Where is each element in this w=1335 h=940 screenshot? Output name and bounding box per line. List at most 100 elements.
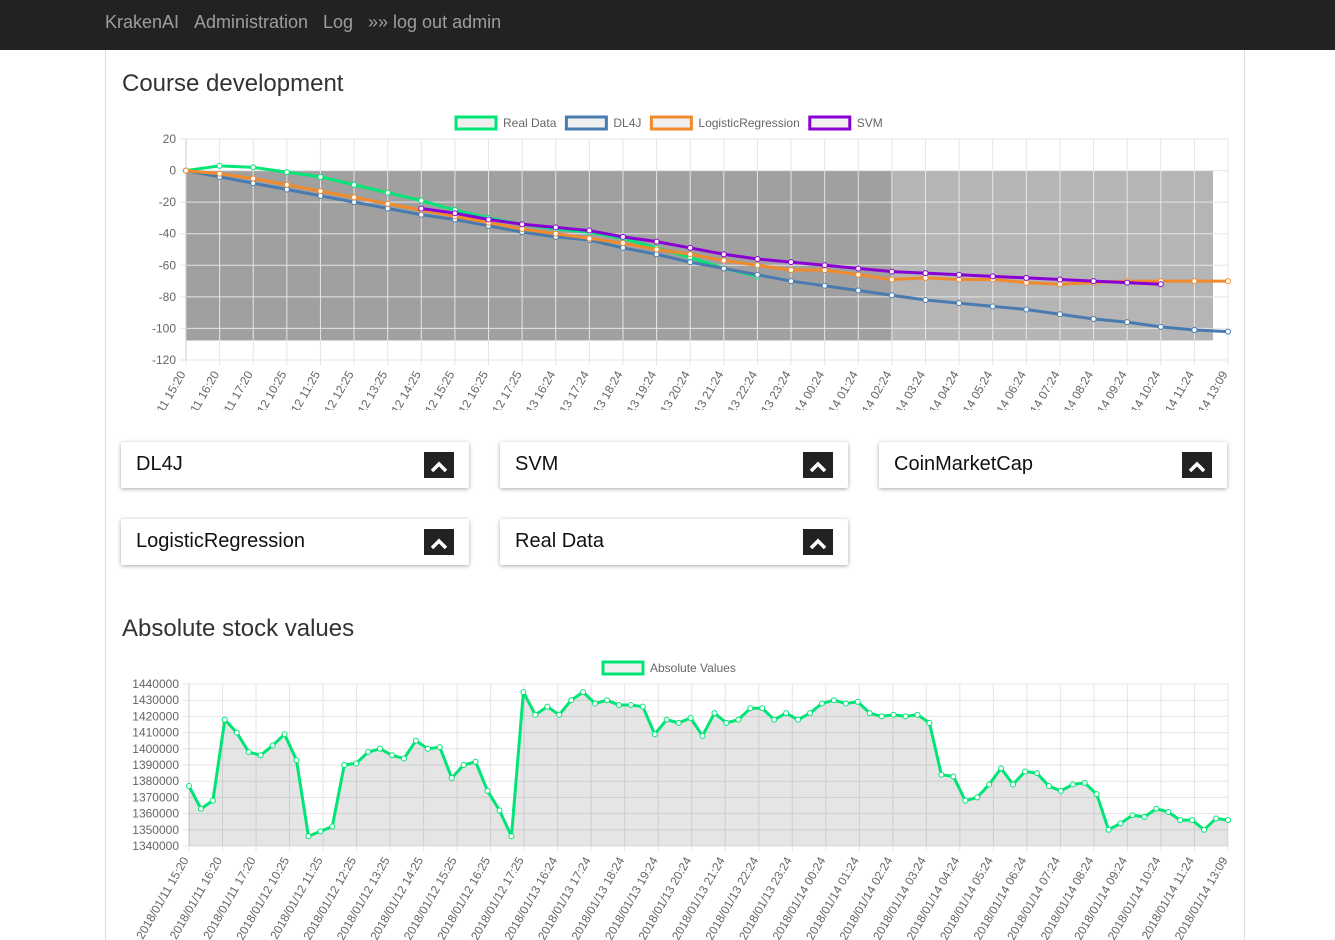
y-tick-label: 1400000 — [132, 742, 179, 756]
panel-coinmarketcap-title: CoinMarketCap — [894, 453, 1033, 475]
panel-real-data-toggle-button[interactable] — [803, 529, 833, 555]
panel-dl4j-title: DL4J — [136, 453, 183, 475]
data-point — [902, 713, 909, 720]
data-point — [818, 700, 825, 707]
data-point — [436, 744, 443, 751]
chevron-up-icon — [809, 461, 827, 472]
data-point — [759, 705, 766, 712]
data-point — [568, 697, 575, 704]
data-point — [1191, 278, 1198, 285]
legend-swatch — [808, 115, 852, 131]
data-point — [1045, 783, 1052, 790]
data-point — [788, 259, 795, 266]
data-point — [1081, 779, 1088, 786]
panel-coinmarketcap-toggle-button[interactable] — [1182, 452, 1212, 478]
legend-label: DL4J — [613, 116, 641, 130]
data-point — [233, 729, 240, 736]
data-point — [1010, 781, 1017, 788]
data-point — [938, 771, 945, 778]
data-point — [926, 719, 933, 726]
data-point — [269, 742, 276, 749]
data-point — [580, 689, 587, 696]
data-point — [783, 710, 790, 717]
data-point — [317, 828, 324, 835]
data-point — [412, 737, 419, 744]
data-point — [878, 713, 885, 720]
data-point — [1090, 278, 1097, 285]
chevron-up-icon — [430, 538, 448, 549]
data-point — [389, 752, 396, 759]
y-tick-label: 1340000 — [132, 839, 179, 853]
data-point — [1124, 279, 1131, 286]
data-point — [400, 755, 407, 762]
data-point — [552, 230, 559, 237]
data-point — [384, 200, 391, 207]
data-point — [842, 700, 849, 707]
data-point — [922, 270, 929, 277]
data-point — [305, 833, 312, 840]
data-point — [720, 251, 727, 258]
y-tick-label: 1380000 — [132, 774, 179, 788]
panel-logisticregression-toggle-button[interactable] — [424, 529, 454, 555]
data-point — [989, 273, 996, 280]
data-point — [418, 205, 425, 212]
data-point — [1157, 323, 1164, 330]
legend-swatch — [649, 115, 693, 131]
data-point — [639, 703, 646, 710]
data-point — [317, 188, 324, 195]
data-point — [962, 797, 969, 804]
data-point — [821, 262, 828, 269]
data-point — [866, 710, 873, 717]
data-point — [855, 265, 862, 272]
nav-administration-link[interactable]: Administration — [194, 12, 309, 32]
nav-brand-link[interactable]: KrakenAI — [105, 12, 180, 32]
data-point — [998, 765, 1005, 772]
absolute-stock-values-chart: Absolute Values 1440000 1430000 1420000 1410… — [132, 660, 1231, 940]
data-point — [771, 716, 778, 723]
data-point — [699, 732, 706, 739]
data-point — [216, 162, 223, 169]
data-point — [365, 749, 372, 756]
data-point — [586, 227, 593, 234]
data-point — [1069, 781, 1076, 788]
data-point — [723, 719, 730, 726]
data-point — [989, 303, 996, 310]
data-point — [520, 689, 527, 696]
y-tick-label: 1390000 — [132, 758, 179, 772]
panel-svm-toggle-button[interactable] — [803, 452, 833, 478]
data-point — [1225, 817, 1231, 824]
data-point — [1165, 808, 1172, 815]
data-point — [186, 783, 192, 790]
series-area — [189, 692, 1228, 846]
data-point — [351, 181, 358, 188]
y-tick-label: 1410000 — [132, 726, 179, 740]
y-tick-label: -120 — [152, 353, 176, 367]
data-point — [592, 700, 599, 707]
data-point — [1023, 274, 1030, 281]
panel-svm-title: SVM — [515, 453, 559, 475]
data-point — [720, 257, 727, 264]
data-point — [1177, 817, 1184, 824]
data-point — [1023, 306, 1030, 313]
data-point — [351, 194, 358, 201]
data-point — [1033, 770, 1040, 777]
data-point — [711, 710, 718, 717]
y-tick-label: 1370000 — [132, 790, 179, 804]
data-point — [245, 749, 252, 756]
data-point — [651, 731, 658, 738]
y-tick-label: -20 — [159, 195, 177, 209]
panel-dl4j-toggle-button[interactable] — [424, 452, 454, 478]
chevron-up-icon — [809, 538, 827, 549]
data-point — [603, 697, 610, 704]
nav-logout-link[interactable]: »» log out admin — [368, 12, 502, 32]
data-point — [377, 745, 384, 752]
data-point — [451, 210, 458, 217]
data-point — [986, 781, 993, 788]
data-point — [821, 282, 828, 289]
data-point — [532, 711, 539, 718]
panel-real-data: Real Data — [500, 519, 848, 565]
nav-log-link[interactable]: Log — [323, 12, 354, 32]
data-point — [888, 276, 895, 283]
data-point — [1225, 328, 1231, 335]
data-point — [1213, 815, 1220, 822]
